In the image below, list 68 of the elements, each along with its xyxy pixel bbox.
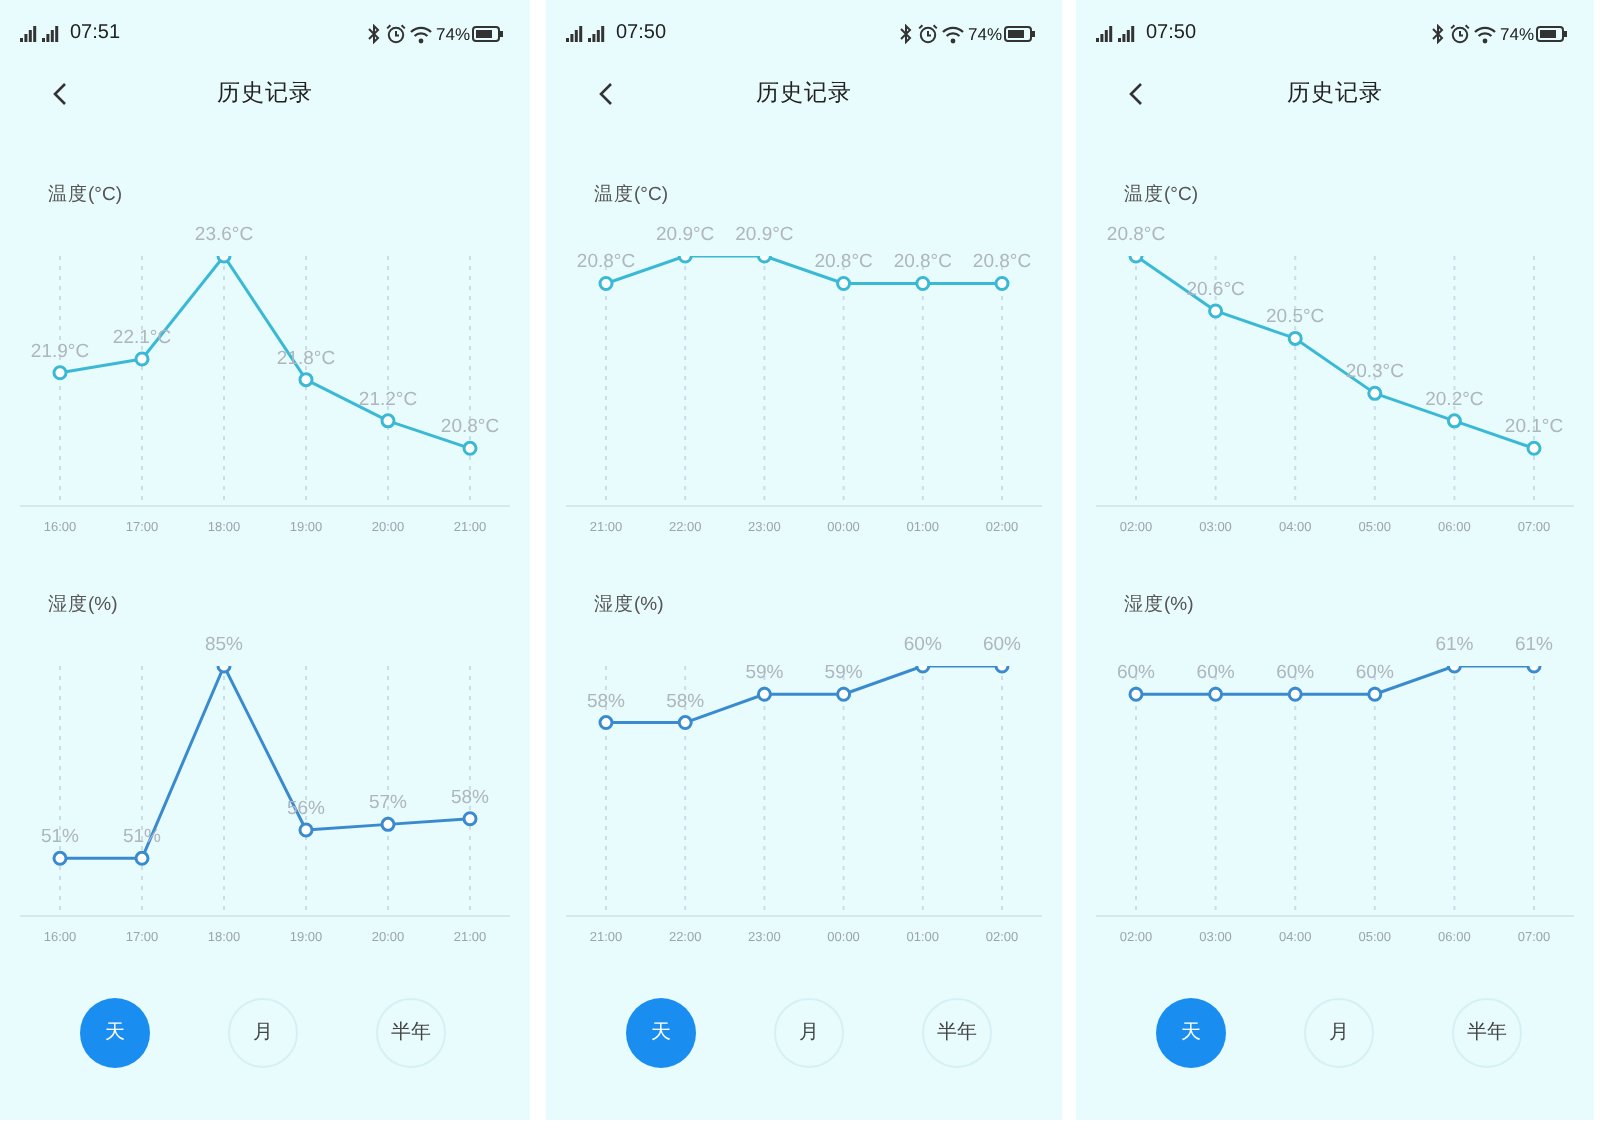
data-label: 20.8°C: [440, 416, 500, 439]
text: 74%: [968, 24, 1003, 44]
data-label: 59%: [745, 662, 785, 685]
y-axis-title: 温度(°C): [594, 182, 668, 206]
period-tab[interactable]: 月: [228, 998, 298, 1068]
y-axis-title: 湿度(%): [1124, 592, 1194, 616]
point: [380, 413, 396, 429]
chart-title: 历史记录: [756, 80, 852, 108]
point: [380, 816, 396, 832]
text: 74%: [1500, 24, 1535, 44]
period-tab[interactable]: 半年: [1452, 998, 1522, 1068]
data-label: 60%: [1355, 662, 1395, 685]
data-label: 20.9°C: [735, 224, 794, 246]
point: [298, 822, 314, 838]
point: [52, 850, 68, 866]
point: [134, 351, 150, 367]
period-tab[interactable]: 半年: [922, 998, 992, 1068]
data-label: 20.9°C: [656, 224, 715, 246]
data-label: 20.5°C: [1266, 306, 1325, 329]
y-axis-title: 湿度(%): [594, 592, 664, 616]
data-label: 60%: [1116, 662, 1157, 685]
point: [462, 440, 478, 456]
data-label: 58%: [450, 786, 491, 809]
data-label: 20.8°C: [576, 251, 636, 274]
point: [1526, 440, 1542, 456]
point: [298, 372, 314, 388]
data-label: 60%: [903, 634, 943, 656]
data-label: 61%: [1514, 634, 1555, 656]
point: [462, 811, 478, 827]
chart-title: 历史记录: [217, 80, 313, 108]
data-label: 58%: [586, 690, 627, 713]
chart-title: 历史记录: [1287, 80, 1383, 108]
data-label: 85%: [204, 634, 245, 656]
point: [1287, 330, 1303, 346]
text: 07:51: [70, 22, 121, 46]
data-label: 61%: [1435, 634, 1475, 656]
point: [1446, 413, 1462, 429]
data-label: 58%: [666, 690, 706, 713]
data-label: 20.2°C: [1425, 388, 1484, 411]
point: [134, 850, 150, 866]
data-label: 60%: [982, 634, 1023, 656]
data-label: 20.8°C: [1106, 224, 1166, 246]
point: [52, 365, 68, 381]
data-label: 20.6°C: [1186, 278, 1246, 301]
data-label: 60%: [1276, 662, 1316, 685]
data-label: 60%: [1196, 662, 1236, 685]
y-axis-title: 温度(°C): [1124, 182, 1198, 206]
point: [1208, 303, 1224, 319]
data-label: 51%: [40, 826, 81, 849]
data-label: 20.1°C: [1504, 416, 1564, 439]
data-label: 20.8°C: [972, 251, 1032, 274]
period-tab[interactable]: 半年: [376, 998, 446, 1068]
data-label: 20.8°C: [814, 251, 874, 274]
period-tab[interactable]: 月: [774, 998, 844, 1068]
data-label: 59%: [824, 662, 864, 685]
y-axis-title: 温度(°C): [48, 182, 122, 206]
text: 07:50: [616, 22, 667, 46]
text: 74%: [436, 24, 471, 44]
text: 07:50: [1146, 22, 1197, 46]
y-axis-title: 湿度(%): [48, 592, 118, 616]
data-label: 21.2°C: [358, 388, 418, 411]
data-label: 20.8°C: [893, 251, 953, 274]
data-label: 21.9°C: [30, 340, 90, 363]
period-tab[interactable]: 月: [1304, 998, 1374, 1068]
data-label: 23.6°C: [194, 224, 254, 246]
data-label: 20.3°C: [1345, 361, 1405, 384]
data-label: 57%: [368, 792, 409, 815]
point: [1367, 385, 1383, 401]
